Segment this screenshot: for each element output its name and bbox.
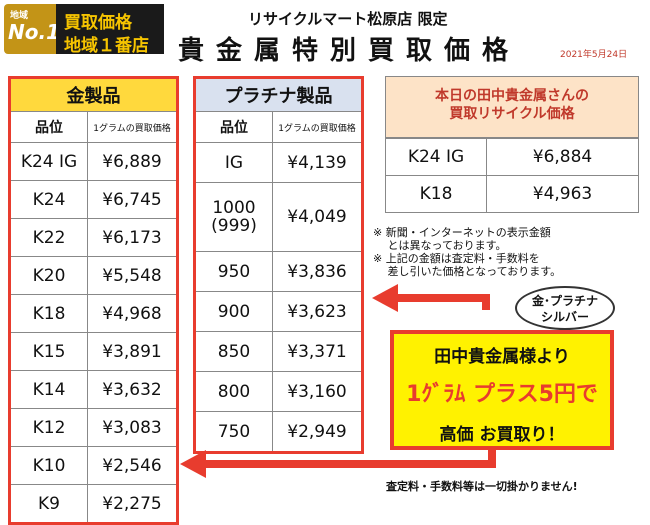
table-row: K10 ¥2,546: [9, 446, 178, 485]
grade-cell: K14: [9, 370, 88, 409]
table-row: 750 ¥2,949: [194, 411, 363, 453]
price-cell: ¥4,963: [486, 175, 639, 213]
price-cell: ¥3,632: [87, 370, 178, 409]
promo-line3: 高価 お買取り！: [439, 425, 565, 445]
table-row: K24 IG ¥6,889: [9, 142, 178, 181]
price-cell: ¥3,836: [272, 251, 363, 292]
price-cell: ¥3,623: [272, 291, 363, 332]
price-cell: ¥3,371: [272, 331, 363, 372]
badge-black-panel: 買取価格 地域１番店: [56, 4, 164, 56]
grade-cell: IG: [194, 142, 273, 183]
arrow-to-gold: [180, 450, 496, 478]
arrow-to-platinum: [372, 284, 490, 312]
badge-gold-panel: 地域 No.1: [4, 4, 60, 54]
grade-cell: 950: [194, 251, 273, 292]
grade-cell: 1000 (999): [194, 182, 273, 252]
tanaka-price-box: 本日の田中貴金属さんの 買取リサイクル価格 K24 IG ¥6,884 K18 ¥4…: [385, 76, 639, 213]
grade-cell: K22: [9, 218, 88, 257]
store-name: リサイクルマート松原店 限定: [248, 10, 448, 28]
page-title: 貴金属特別買取価格: [178, 36, 521, 66]
grade-cell: 850: [194, 331, 273, 372]
table-row: K24 ¥6,745: [9, 180, 178, 219]
price-cell: ¥5,548: [87, 256, 178, 295]
tanaka-box-header: 本日の田中貴金属さんの 買取リサイクル価格: [385, 76, 639, 138]
table-row: 850 ¥3,371: [194, 331, 363, 372]
table-row: K18 ¥4,963: [385, 175, 639, 213]
grade-cell: K24 IG: [9, 142, 88, 181]
promo-line1: 田中貴金属様より: [434, 347, 570, 367]
promo-box: 田中貴金属様より 1ｸﾞﾗﾑ プラス5円で 高価 お買取り！: [390, 330, 614, 450]
price-cell: ¥6,745: [87, 180, 178, 219]
top-rank-badge: 地域 No.1 買取価格 地域１番店: [4, 4, 164, 56]
footer-note: 査定料・手数料等は一切掛かりません!: [386, 480, 578, 493]
price-cell: ¥2,949: [272, 411, 363, 453]
tanaka-header-line2: 買取リサイクル価格: [449, 106, 575, 122]
table-row: 900 ¥3,623: [194, 291, 363, 332]
note-line: ※ 新聞・インターネットの表示金額: [373, 226, 551, 239]
price-cell: ¥3,160: [272, 371, 363, 412]
note-line: 差し引いた価格となっております。: [373, 265, 562, 278]
badge-line2: 地域１番店: [64, 36, 149, 56]
gold-col-price: 1グラムの買取価格: [87, 111, 178, 143]
price-cell: ¥6,173: [87, 218, 178, 257]
date-label: 2021年5月24日: [560, 50, 628, 60]
price-cell: ¥3,083: [87, 408, 178, 447]
notes-block: ※ 新聞・インターネットの表示金額 とは異なっております。 ※ 上記の金額は査定…: [373, 226, 643, 278]
badge-line1: 買取価格: [64, 13, 132, 33]
table-row: K22 ¥6,173: [9, 218, 178, 257]
table-row: 1000 (999) ¥4,049: [194, 182, 363, 252]
grade-cell: K18: [385, 175, 487, 213]
note-line: とは異なっております。: [373, 239, 507, 252]
badge-no1-text: No.1: [8, 20, 60, 44]
platinum-table-header: プラチナ製品: [194, 77, 363, 112]
platinum-price-table: プラチナ製品 品位 1グラムの買取価格 IG ¥4,139 1000 (999) ¥…: [193, 76, 364, 454]
note-line: ※ 上記の金額は査定料・手数料を: [373, 252, 540, 265]
arrow-overlay: [180, 284, 496, 478]
tanaka-price-table: K24 IG ¥6,884 K18 ¥4,963: [385, 138, 639, 213]
platinum-col-grade: 品位: [194, 111, 273, 143]
table-row: K20 ¥5,548: [9, 256, 178, 295]
platinum-col-price: 1グラムの買取価格: [272, 111, 363, 143]
price-cell: ¥3,891: [87, 332, 178, 371]
price-cell: ¥2,546: [87, 446, 178, 485]
grade-cell: K15: [9, 332, 88, 371]
price-cell: ¥4,049: [272, 182, 363, 252]
table-row: K14 ¥3,632: [9, 370, 178, 409]
price-cell: ¥6,889: [87, 142, 178, 181]
table-row: K15 ¥3,891: [9, 332, 178, 371]
grade-cell: K24: [9, 180, 88, 219]
promo-line2: 1ｸﾞﾗﾑ プラス5円で: [406, 382, 598, 407]
grade-cell: 900: [194, 291, 273, 332]
bubble-line1: 金･プラチナ: [531, 294, 598, 308]
grade-cell: K20: [9, 256, 88, 295]
bubble-line2: シルバー: [540, 310, 589, 324]
grade-cell: K10: [9, 446, 88, 485]
tanaka-header-line1: 本日の田中貴金属さんの: [435, 88, 589, 104]
metal-bubble: 金･プラチナ シルバー: [515, 286, 615, 330]
badge-small-text: 地域: [10, 11, 29, 21]
table-row: 950 ¥3,836: [194, 251, 363, 292]
